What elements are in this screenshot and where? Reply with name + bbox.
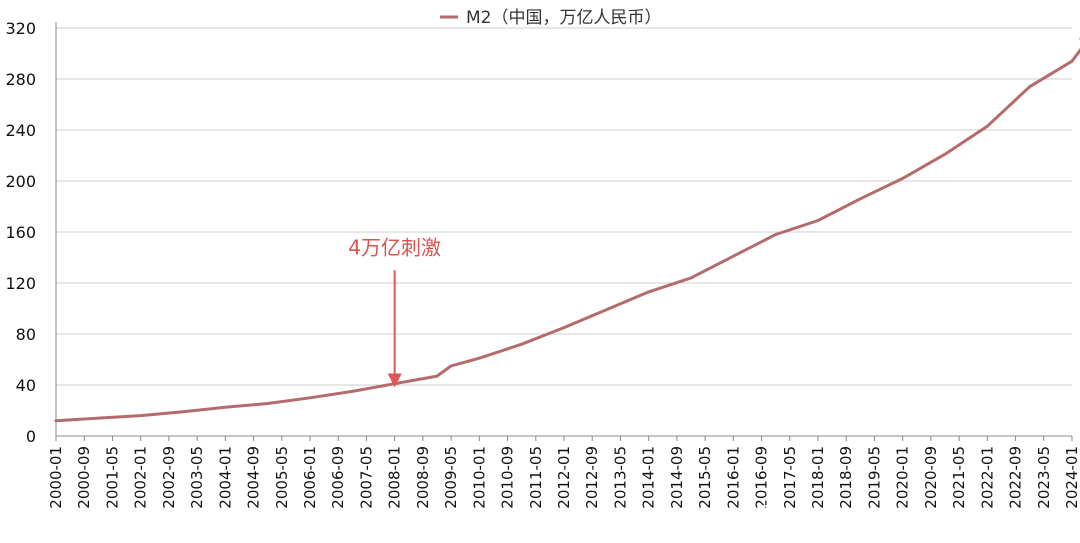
x-tick-label: 2009-05 [442,446,460,509]
x-tick-label: 2000-09 [75,446,93,509]
x-tick-label: 2022-09 [1007,446,1025,509]
series-line-m2 [54,48,1080,423]
annotations-layer: 4万亿刺激 [348,37,1080,388]
annotation-arrowhead [387,373,402,388]
y-tick-label: 160 [5,223,36,242]
y-tick-label: 200 [5,172,36,191]
x-tick-label: 2013-05 [611,446,629,509]
x-tick-label: 2022-01 [978,446,996,509]
x-tick-label: 2019-05 [865,446,883,509]
data-point [1070,60,1074,63]
x-tick-label: 2012-01 [555,446,573,509]
gridlines [56,27,1072,437]
x-tick-label: 2008-01 [386,446,404,509]
x-tick-label: 2014-01 [640,446,658,509]
x-tick-label: 2002-01 [132,446,150,509]
data-point [97,416,100,420]
x-tick-label: 2018-01 [809,446,827,509]
x-tick-label: 2005-05 [273,446,291,509]
x-tick-label: 2010-01 [470,446,488,509]
data-point [181,410,185,413]
x-axis-ticks: 2000-01 2000-09 2001-05 2002-01 2002-09 2003-… [47,436,1080,509]
x-tick-label: 2001-05 [103,446,121,509]
x-tick-label: 2020-09 [922,446,940,509]
x-tick-label: 2018-09 [837,446,855,509]
data-point [351,390,354,393]
data-point [54,419,58,422]
x-tick-label: 2024-01 [1063,446,1080,509]
y-tick-label: 80 [16,325,36,344]
y-tick-label: 120 [5,274,36,293]
data-point [647,290,650,294]
y-tick-label: 280 [5,70,36,89]
x-tick-label: 2012-09 [583,446,601,509]
x-tick-label: 2000-01 [47,446,65,509]
y-axis-ticks: 0 40 80 120 160 200 240 280 320 [5,19,36,446]
data-point [1028,85,1031,88]
x-tick-label: 2011-05 [527,446,545,509]
x-tick-label: 2021-05 [950,446,968,509]
data-point [816,219,820,222]
x-tick-label: 2008-09 [414,446,432,509]
legend-label: M2（中国，万亿人民币） [466,8,661,28]
x-tick-label: 2006-09 [329,446,347,509]
x-tick-label: 2010-09 [499,446,517,509]
y-tick-label: 320 [5,19,36,38]
x-tick-label: 2007-05 [357,446,375,509]
watermark-text: 雪球 · CoffeeAdvisor [782,508,961,529]
legend: M2（中国，万亿人民币） [440,8,661,28]
x-tick-label: 2020-01 [894,446,912,509]
x-tick-label: 2015-05 [696,446,714,509]
x-tick-label: 2016-09 [753,446,771,509]
data-point [859,197,862,200]
x-tick-label: 2002-09 [160,446,178,509]
y-tick-label: 0 [26,427,36,446]
data-point [139,414,142,417]
x-tick-label: 2014-09 [668,446,686,509]
y-tick-label: 240 [5,121,36,140]
series-layer [54,48,1080,423]
x-tick-label: 2004-01 [216,446,234,509]
x-tick-label: 2023-05 [1035,446,1053,509]
x-tick-label: 2004-09 [245,446,263,509]
data-point [986,125,989,128]
snowball-icon [753,505,777,529]
watermark: 雪球 · CoffeeAdvisor [753,505,961,529]
data-point [605,308,608,311]
data-point [901,177,904,180]
data-point [449,364,453,368]
data-point [774,233,777,236]
data-point [562,326,566,329]
y-tick-label: 40 [16,376,36,395]
data-point [308,396,312,399]
annotation-label: 4万亿刺激 [348,235,441,259]
data-point [520,343,523,346]
x-tick-label: 2003-05 [188,446,206,509]
x-tick-label: 2006-01 [301,446,319,509]
data-point [224,406,227,409]
data-point [266,402,269,405]
data-point [732,255,735,258]
data-point [435,374,439,378]
x-tick-label: 2016-01 [724,446,742,509]
data-point [943,153,947,156]
data-point [478,357,481,360]
data-point [689,276,693,280]
x-tick-label: 2017-05 [781,446,799,509]
